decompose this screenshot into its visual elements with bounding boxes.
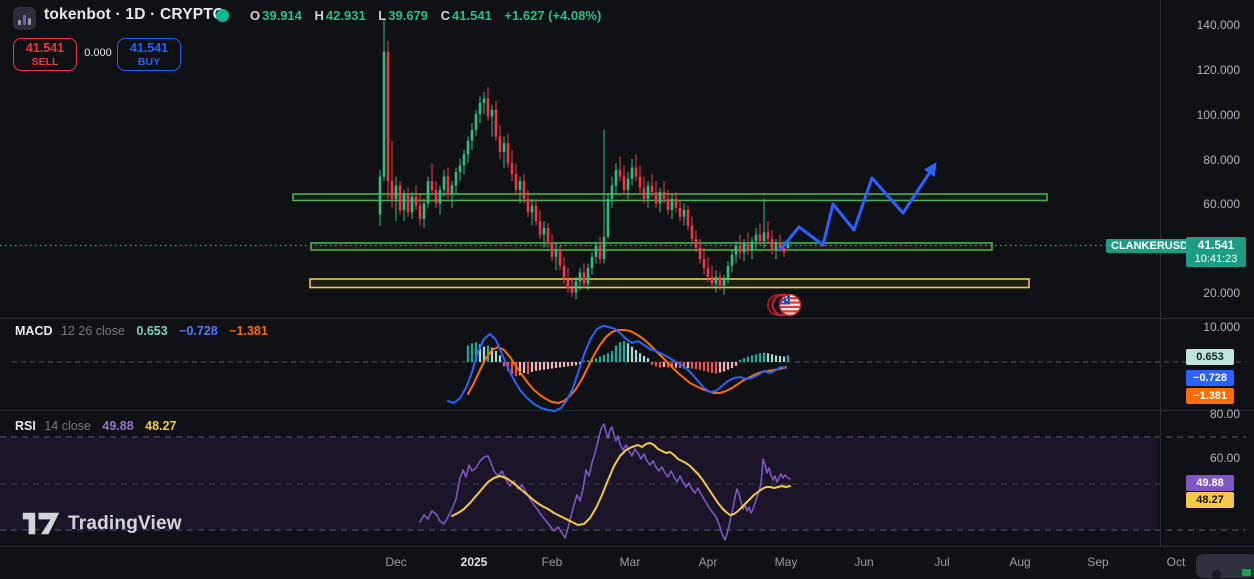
rsi-tick-label: 80.00	[1209, 407, 1240, 421]
last-price-symbol-label: CLANKERUSD	[1106, 239, 1193, 253]
tradingview-brand-text: TradingView	[68, 512, 182, 534]
sell-label: SELL	[31, 55, 59, 68]
tradingview-logo-icon	[22, 512, 60, 535]
symbol-title[interactable]: tokenbot · 1D · CRYPTO	[44, 6, 225, 23]
time-axis-label: 2025	[460, 555, 488, 569]
projection-arrow[interactable]	[779, 162, 937, 251]
ohlc-low-key: L	[378, 8, 387, 23]
buy-button[interactable]: 41.541 BUY	[117, 38, 181, 71]
rsi-ma-line	[451, 442, 791, 526]
price-tick-label: 100.000	[1196, 108, 1240, 122]
time-axis-label: Sep	[1087, 555, 1109, 569]
rsi-tick-label: 60.00	[1209, 451, 1240, 465]
price-tick-label: 140.000	[1196, 18, 1240, 32]
bar-close-countdown: 10:41:23	[1194, 253, 1238, 265]
macd-histogram	[466, 341, 790, 377]
ohlc-high-key: H	[314, 8, 324, 23]
sell-price: 41.541	[25, 41, 65, 56]
macd-params: 12 26 close	[60, 324, 125, 338]
macd-line	[447, 325, 787, 412]
time-axis-label: Apr	[698, 555, 718, 569]
macd-pane-title[interactable]: MACD 12 26 close 0.653 −0.728 −1.381	[15, 324, 268, 338]
macd-hist-value: −1.381	[229, 324, 268, 338]
time-axis-label: Jul	[934, 555, 950, 569]
symbol-logo-icon[interactable]	[13, 7, 36, 30]
candlestick-series	[378, 18, 790, 300]
macd-value-badge: 0.653	[1186, 349, 1234, 365]
price-scale[interactable]: 140.000 120.000 100.000 80.000 60.000 20.000 1…	[1160, 0, 1254, 546]
macd-signal-badge: −0.728	[1186, 370, 1234, 386]
ohlc-close-key: C	[440, 8, 451, 23]
rsi-value-badge: 49.88	[1186, 475, 1234, 491]
macd-signal-line	[467, 329, 787, 404]
market-status-icon[interactable]	[216, 9, 229, 22]
price-tick-label: 20.000	[1203, 286, 1240, 300]
ohlc-high-value: 42.931	[325, 8, 366, 23]
price-tick-label: 80.000	[1203, 153, 1240, 167]
last-price-badge: 41.541 10:41:23	[1186, 237, 1246, 267]
ohlc-open-key: O	[250, 8, 261, 23]
price-tick-label: 120.000	[1196, 63, 1240, 77]
macd-signal-value: −0.728	[179, 324, 218, 338]
rsi-ma-value: 48.27	[145, 419, 177, 433]
macd-hist-badge: −1.381	[1186, 388, 1234, 404]
rsi-ma-badge: 48.27	[1186, 492, 1234, 508]
spread-value: 0.000	[84, 47, 112, 59]
price-tick-label: 10.000	[1203, 320, 1240, 334]
buy-price: 41.541	[129, 41, 169, 56]
buy-label: BUY	[137, 55, 161, 68]
time-scale[interactable]: Dec 2025 Feb Mar Apr May Jun Jul Aug Sep Oct	[0, 547, 1254, 575]
time-axis-label: Feb	[541, 555, 563, 569]
ohlc-readout: O 39.914 H 42.931 L 39.679 C 41.541 +1.627 (…	[250, 8, 601, 23]
macd-title-label: MACD	[15, 324, 53, 338]
price-tick-label: 60.000	[1203, 197, 1240, 211]
time-axis-label: Mar	[619, 555, 641, 569]
time-axis-label: Aug	[1009, 555, 1031, 569]
rsi-params: 14 close	[44, 419, 91, 433]
ohlc-open-value: 39.914	[262, 8, 302, 23]
price-zone-box	[309, 278, 1030, 289]
price-zone-box	[292, 193, 1048, 202]
ohlc-low-value: 39.679	[388, 8, 429, 23]
usa-flag-ball-sticker[interactable]	[767, 293, 802, 317]
tradingview-watermark: TradingView	[22, 510, 182, 537]
corner-widget[interactable]	[1196, 554, 1254, 579]
sell-button[interactable]: 41.541 SELL	[13, 38, 77, 71]
corner-widget-spark-icon	[1242, 569, 1251, 576]
time-axis-label: Oct	[1166, 555, 1186, 569]
time-axis-label: Dec	[385, 555, 407, 569]
rsi-pane-title[interactable]: RSI 14 close 49.88 48.27	[15, 419, 176, 433]
ohlc-close-value: 41.541	[452, 8, 492, 23]
time-axis-label: May	[774, 555, 798, 569]
macd-value: 0.653	[136, 324, 168, 338]
rsi-line	[419, 423, 791, 541]
rsi-title-label: RSI	[15, 419, 36, 433]
time-axis-label: Jun	[854, 555, 874, 569]
ohlc-change: +1.627 (+4.08%)	[504, 8, 602, 23]
price-zone-box	[310, 242, 993, 251]
rsi-value: 49.88	[102, 419, 134, 433]
last-price-value: 41.541	[1197, 238, 1235, 252]
